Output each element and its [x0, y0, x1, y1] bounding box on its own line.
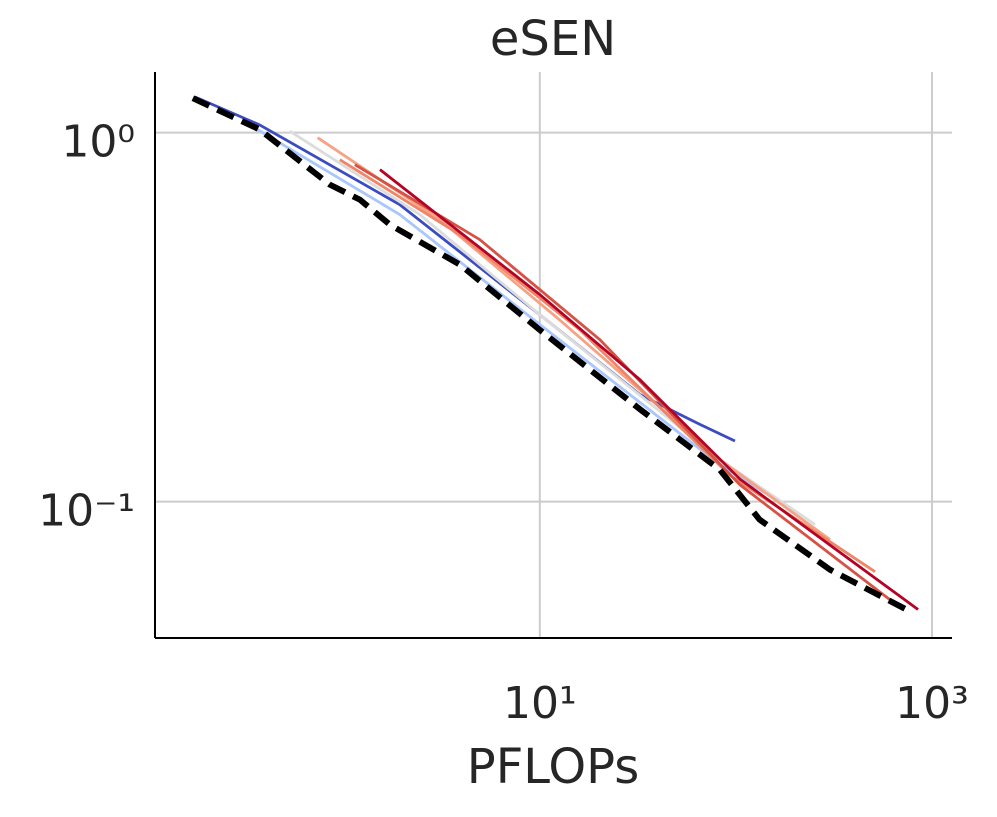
series-line — [191, 95, 912, 615]
chart-title: eSEN — [490, 11, 616, 67]
series-line — [194, 95, 736, 443]
x-tick-label: 10¹ — [503, 678, 577, 729]
series-line — [288, 129, 816, 526]
x-tick-label: 10³ — [895, 678, 969, 729]
x-axis-label: PFLOPs — [467, 739, 639, 795]
y-tick-label: 10⁰ — [61, 117, 135, 168]
series-line — [248, 123, 796, 513]
y-tick-label: 10⁻¹ — [38, 486, 135, 537]
series-line — [379, 168, 919, 611]
